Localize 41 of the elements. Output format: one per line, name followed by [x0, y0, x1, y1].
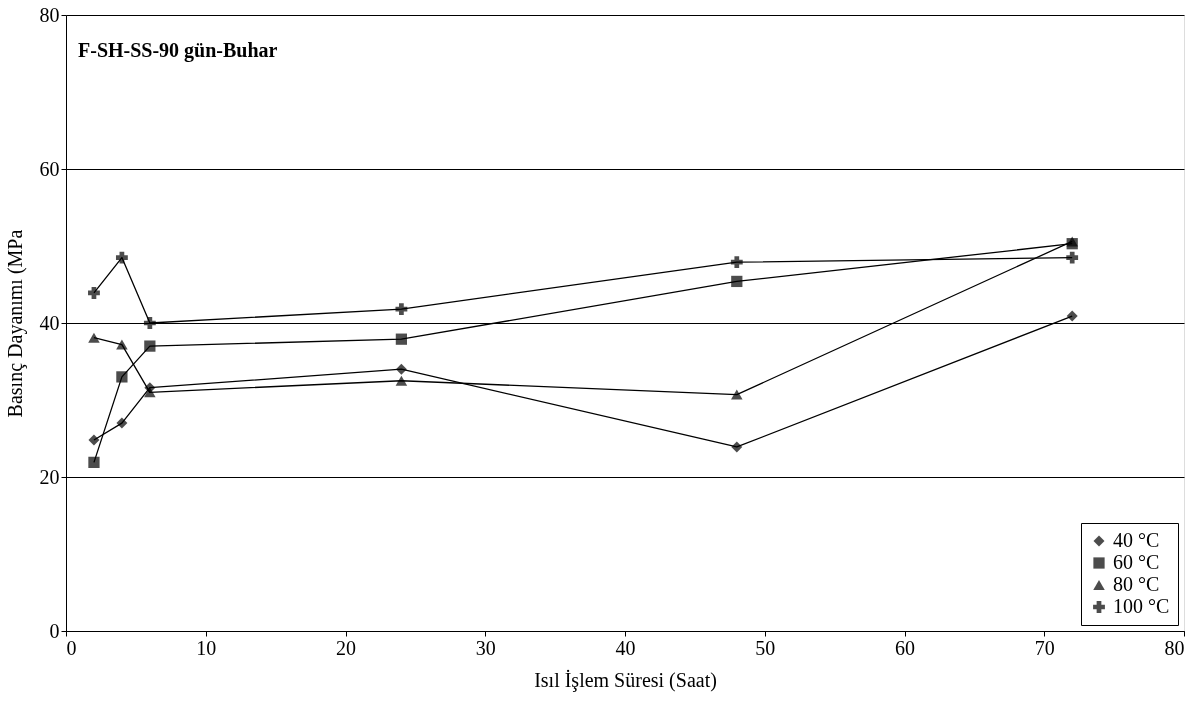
y-tick-label: 40	[39, 311, 60, 334]
x-tick-label: 0	[66, 636, 77, 659]
text: F-SH-SS-90 gün-Buhar	[78, 39, 278, 62]
point	[88, 434, 100, 446]
x-tick-label: 20	[336, 636, 356, 659]
x-tick-label: 40	[615, 636, 636, 659]
point	[1066, 310, 1078, 322]
x-tick-label: 70	[1034, 636, 1055, 659]
point	[143, 317, 156, 329]
point	[730, 256, 743, 269]
x-tick-label: 80	[1164, 636, 1185, 659]
x-tick-label: 10	[196, 636, 217, 659]
legend-label: 80 °C	[1113, 573, 1160, 595]
point	[731, 389, 743, 400]
legend-label: 60 °C	[1113, 551, 1160, 573]
x-tick-label: 60	[895, 636, 915, 659]
x-tick-label: 50	[755, 636, 776, 659]
point	[115, 251, 128, 264]
point	[116, 417, 128, 429]
y-axis-title: Basınç Dayanımı (MPa	[3, 229, 27, 418]
point	[88, 332, 100, 343]
point	[116, 339, 128, 350]
legend-label: 100 °C	[1113, 595, 1170, 617]
point	[1066, 251, 1079, 264]
x-axis-title: Isıl İşlem Süresi (Saat)	[534, 668, 717, 692]
y-tick-label: 0	[49, 619, 60, 642]
legend-label: 40 °C	[1113, 529, 1160, 551]
point	[88, 456, 100, 468]
y-tick-label: 60	[39, 157, 60, 180]
point	[731, 441, 743, 453]
y-tick-label: 20	[39, 465, 60, 488]
point	[116, 371, 128, 383]
y-tick-label: 80	[39, 3, 60, 26]
point	[395, 303, 408, 316]
point	[144, 340, 156, 352]
point	[395, 375, 408, 386]
point	[144, 387, 156, 398]
point	[395, 363, 407, 375]
point	[731, 275, 743, 288]
x-tick-label: 30	[475, 636, 496, 659]
point	[395, 333, 408, 345]
